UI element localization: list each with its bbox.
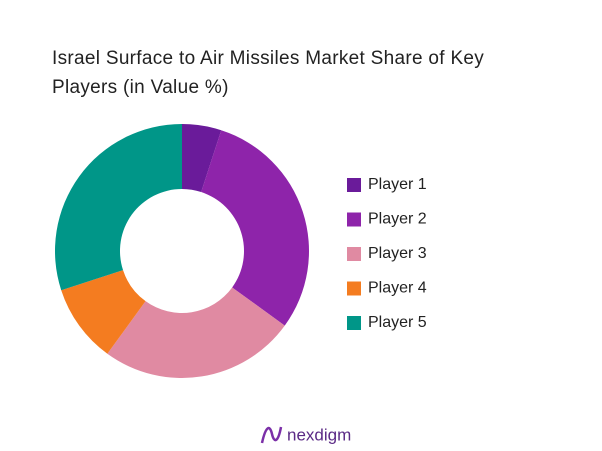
legend-swatch	[347, 281, 361, 296]
brand-logo: nexdigm	[260, 425, 351, 444]
donut-slice	[201, 130, 309, 326]
legend-swatch	[347, 178, 361, 192]
chart-title: Israel Surface to Air Missiles Market Sh…	[52, 48, 485, 98]
legend-label: Player 4	[368, 280, 427, 297]
legend-swatch	[347, 212, 361, 227]
brand-text: nexdigm	[287, 425, 351, 444]
donut-slice	[182, 124, 222, 193]
logo-icon	[260, 426, 283, 444]
legend-swatch	[347, 247, 361, 261]
donut-slice	[54, 124, 182, 291]
donut-slice	[61, 270, 146, 354]
legend-label: Player 2	[368, 211, 427, 228]
donut-slice	[107, 287, 285, 378]
legend-label: Player 5	[368, 314, 427, 331]
legend-label: Player 1	[368, 176, 427, 193]
legend-swatch	[347, 316, 361, 330]
legend-label: Player 3	[368, 245, 427, 262]
